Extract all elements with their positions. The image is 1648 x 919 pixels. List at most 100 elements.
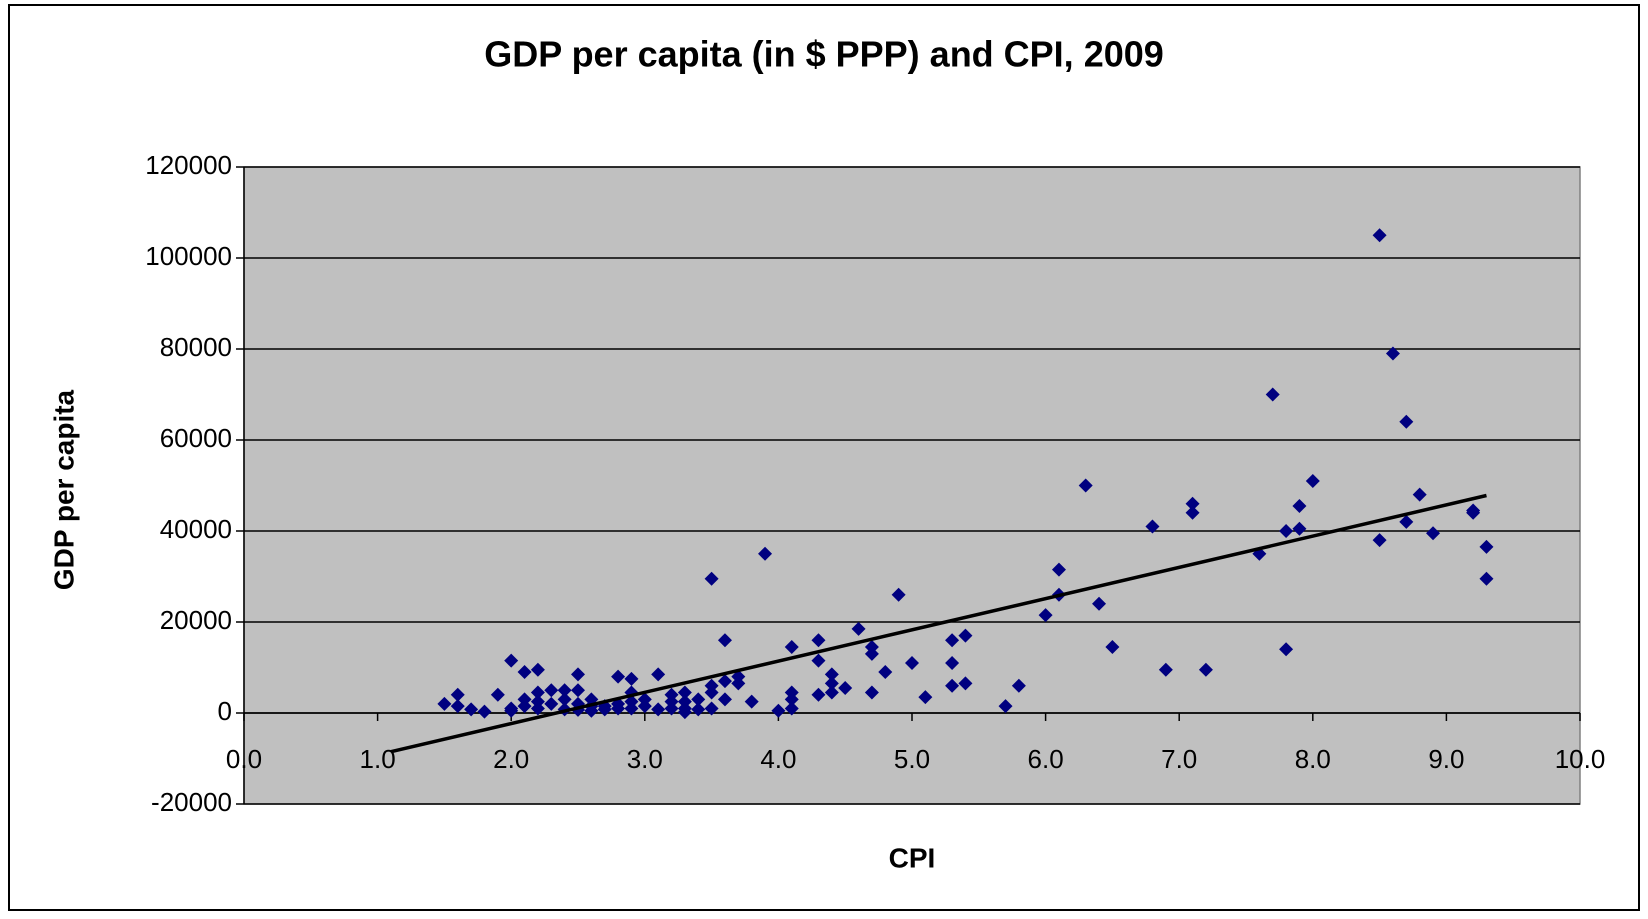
point (717, 674, 732, 689)
point (1305, 473, 1320, 488)
point (597, 702, 612, 717)
point (1185, 505, 1200, 520)
point (704, 701, 719, 716)
point (691, 692, 706, 707)
point (530, 701, 545, 716)
x-tick-label: 1.0 (360, 744, 396, 774)
point (945, 655, 960, 670)
point (864, 685, 879, 700)
x-tick-label: 9.0 (1428, 744, 1464, 774)
point (811, 687, 826, 702)
y-tick-label: 80000 (160, 332, 232, 362)
point (784, 701, 799, 716)
point (1265, 387, 1280, 402)
y-tick-label: 0 (218, 696, 232, 726)
point (824, 676, 839, 691)
point (677, 685, 692, 700)
x-tick-label: 7.0 (1161, 744, 1197, 774)
point (717, 633, 732, 648)
point (1412, 487, 1427, 502)
point (958, 628, 973, 643)
point (571, 683, 585, 698)
x-tick-label: 6.0 (1028, 744, 1064, 774)
point (1479, 539, 1494, 554)
point (1426, 526, 1441, 541)
point (651, 667, 666, 682)
point (1145, 519, 1160, 534)
point (637, 699, 652, 714)
point (1038, 608, 1053, 623)
point (784, 640, 799, 655)
point (838, 680, 853, 695)
point (1372, 533, 1387, 548)
point (784, 692, 799, 707)
point (704, 571, 719, 586)
point (824, 685, 839, 700)
point (1198, 662, 1213, 677)
point (504, 703, 519, 718)
point (1051, 562, 1066, 577)
point (1105, 640, 1120, 655)
x-tick-label: 8.0 (1295, 744, 1331, 774)
x-tick-label: 10.0 (1555, 744, 1606, 774)
point (530, 685, 545, 700)
point (891, 587, 906, 602)
x-tick-label: 4.0 (760, 744, 796, 774)
point (1185, 496, 1200, 511)
point (945, 678, 960, 693)
point (530, 662, 545, 677)
point (1279, 642, 1294, 657)
point (624, 671, 639, 686)
y-tick-label: -20000 (151, 787, 232, 817)
point (1399, 414, 1414, 429)
point (811, 653, 826, 668)
trendline (390, 493, 1487, 754)
point (945, 633, 960, 648)
point (824, 667, 839, 682)
point (664, 701, 679, 716)
point (1011, 678, 1026, 693)
point (557, 683, 572, 698)
point (905, 655, 919, 670)
point (717, 692, 732, 707)
point (677, 705, 692, 720)
x-tick-label: 5.0 (894, 744, 930, 774)
y-axis-label: GDP per capita (48, 389, 79, 590)
point (918, 690, 933, 705)
point (851, 621, 866, 636)
point (1466, 505, 1481, 520)
x-tick-label: 0.0 (226, 744, 262, 774)
point (624, 701, 639, 716)
x-tick-label: 3.0 (627, 744, 663, 774)
point (517, 699, 532, 714)
point (1279, 524, 1294, 538)
point (437, 696, 452, 711)
point (811, 633, 826, 648)
point (544, 683, 559, 698)
point (998, 699, 1013, 714)
point (557, 692, 572, 707)
point (1385, 346, 1400, 361)
point (1158, 662, 1173, 677)
y-tick-label: 100000 (145, 241, 232, 271)
point (477, 704, 492, 719)
point (611, 701, 626, 716)
point (1372, 228, 1387, 243)
point (758, 546, 773, 561)
point (490, 687, 505, 702)
y-tick-label: 20000 (160, 605, 232, 635)
plot-area (243, 166, 1581, 805)
point (731, 676, 746, 691)
point (464, 702, 479, 717)
point (1078, 478, 1093, 493)
point (571, 667, 585, 682)
point (1292, 498, 1307, 513)
y-tick-label: 40000 (160, 514, 232, 544)
point (450, 687, 465, 702)
y-tick-label: 120000 (145, 150, 232, 180)
point (744, 694, 759, 709)
point (1479, 571, 1494, 586)
x-tick-label: 2.0 (493, 744, 529, 774)
point (958, 676, 973, 691)
point (1292, 521, 1307, 536)
